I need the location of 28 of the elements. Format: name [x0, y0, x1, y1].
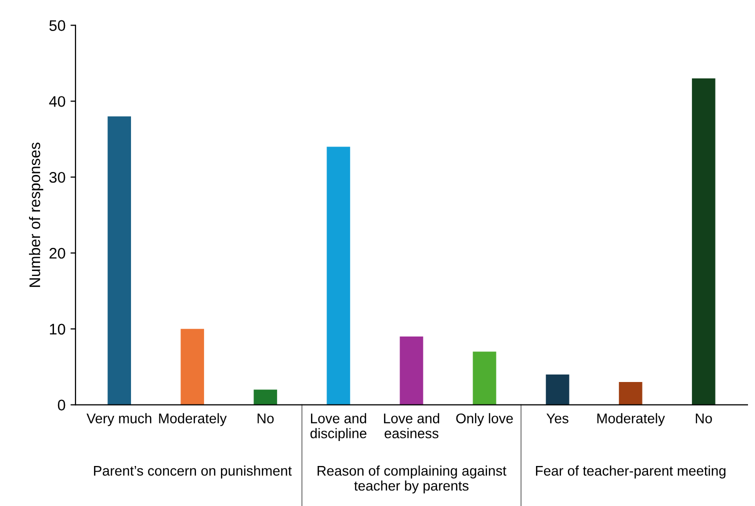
y-axis-title: Number of responses — [28, 142, 44, 287]
bar — [472, 352, 496, 405]
bar — [400, 336, 424, 405]
y-tick-label: 40 — [49, 96, 66, 107]
y-tick-label: 10 — [50, 324, 66, 335]
x-tick-label: Yes — [546, 414, 568, 424]
y-tick-label: 0 — [58, 400, 66, 410]
x-tick-label: Love and easiness — [384, 413, 440, 438]
bar — [618, 382, 642, 405]
bar — [692, 78, 716, 405]
y-tick-label: 20 — [50, 248, 66, 259]
x-tick-label: No — [696, 414, 712, 424]
bar — [254, 390, 278, 405]
y-tick-label: 30 — [49, 172, 66, 183]
x-tick-label: Only love — [456, 413, 513, 426]
y-tick-label: 50 — [49, 20, 66, 31]
x-tick-label: Very much — [86, 413, 152, 426]
text: Parent’s concern on punishment — [94, 466, 292, 478]
bar — [108, 116, 132, 405]
bar — [326, 146, 350, 405]
x-tick-label: Moderately — [159, 413, 227, 426]
bar — [546, 374, 570, 405]
x-tick-label: Love and discipline — [310, 413, 366, 442]
bar — [180, 328, 204, 405]
x-tick-label: Moderately — [597, 413, 665, 426]
text: Reason of complaining against teacher by parents — [318, 466, 506, 494]
text: Fear of teacher-parent meeting — [536, 466, 726, 478]
x-tick-label: No — [258, 414, 274, 424]
